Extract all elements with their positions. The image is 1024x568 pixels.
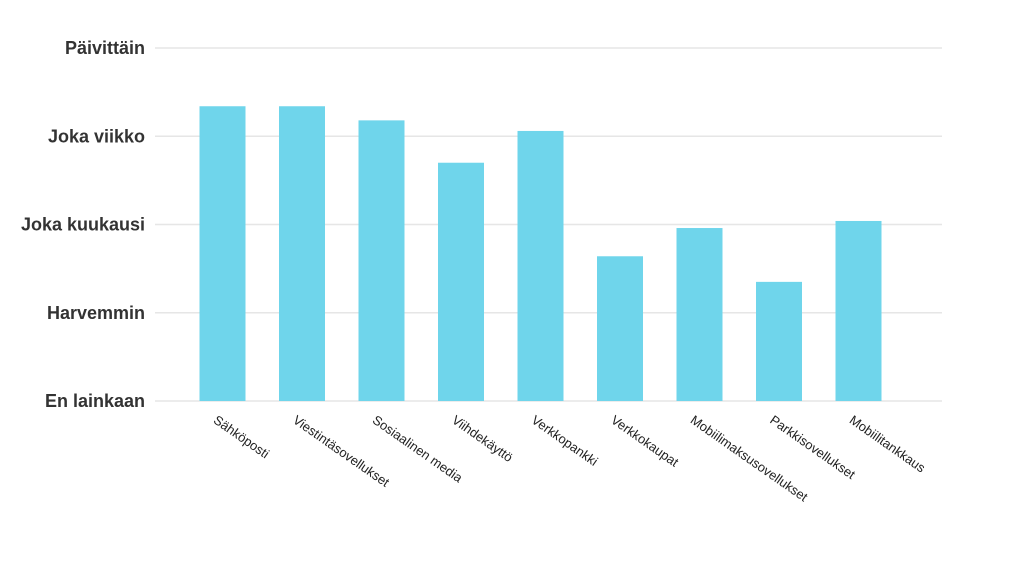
y-tick-label: Harvemmin (47, 303, 145, 323)
x-tick-label: Mobiilitankkaus (847, 412, 929, 476)
bar (676, 228, 723, 401)
x-tick-label: Verkkokaupat (608, 412, 681, 470)
y-tick-label: En lainkaan (45, 391, 145, 411)
bar (756, 281, 802, 401)
bar (597, 256, 643, 401)
y-tick-label: Joka viikko (48, 126, 145, 146)
x-tick-label: Verkkopankki (529, 412, 601, 469)
x-axis-tick-labels: Sähköposti ViestintäsovelluksetSosiaaline… (211, 412, 929, 504)
bars (199, 106, 882, 402)
y-tick-label: Joka kuukausi (21, 215, 145, 235)
bar (358, 120, 405, 402)
bar (279, 106, 325, 402)
x-tick-label: Viihdekäyttö (449, 412, 515, 465)
x-tick-label: Sähköposti (211, 412, 272, 461)
y-axis-tick-labels: En lainkaan Harvemmin Joka kuukausi Joka vi… (21, 38, 145, 411)
y-tick-label: Päivittäin (65, 38, 145, 58)
bar (438, 162, 484, 401)
bar (517, 130, 564, 401)
bar (199, 106, 246, 402)
bar (835, 220, 882, 401)
